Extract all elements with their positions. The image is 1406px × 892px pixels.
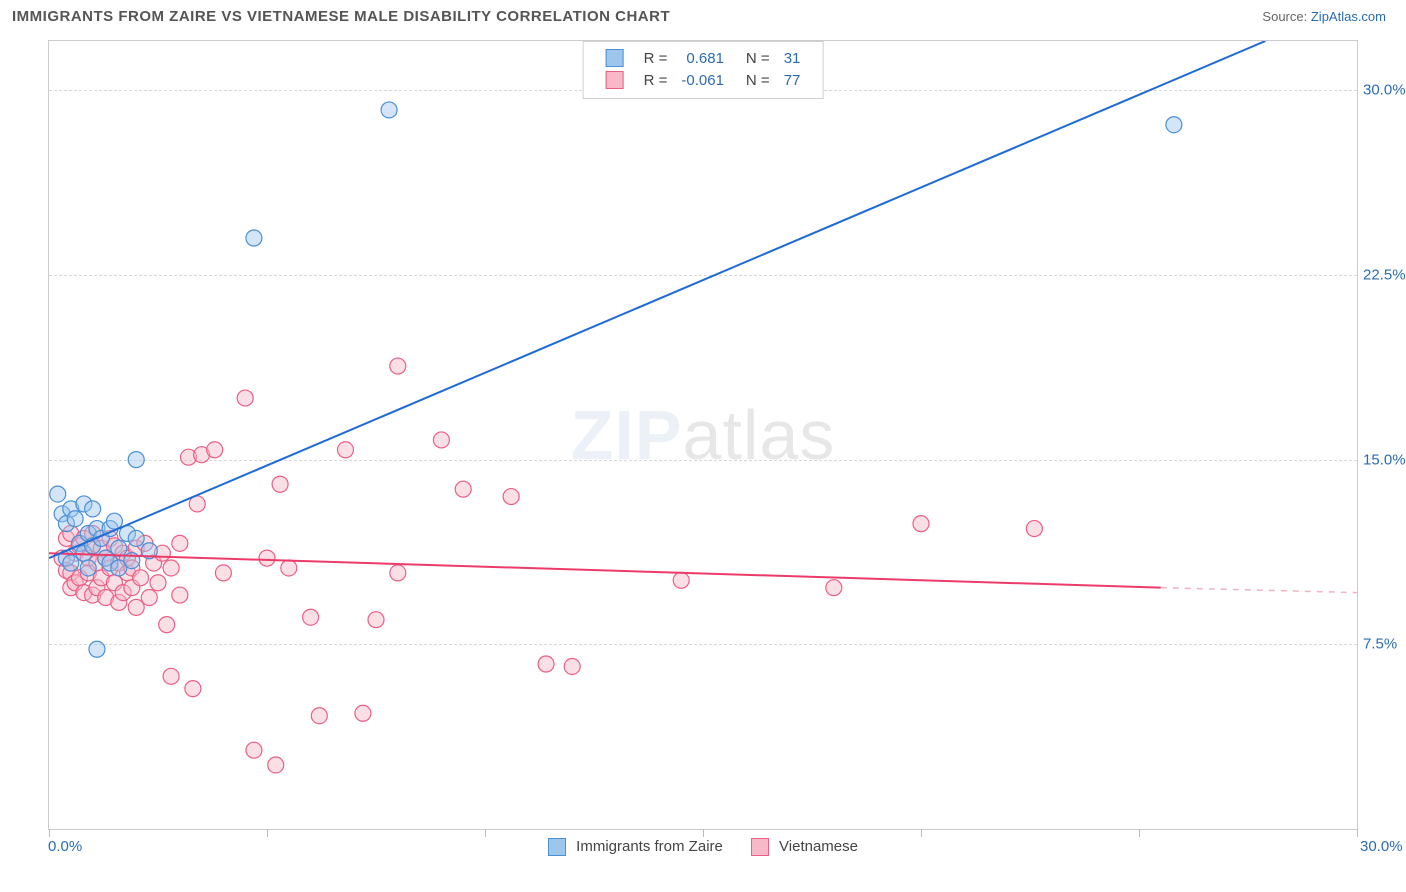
legend-n-value-1: 77 [778,70,807,90]
swatch-bottom-0-icon [548,838,566,856]
data-point [89,641,105,657]
trend-line [1161,588,1357,593]
data-point [128,530,144,546]
data-point [215,565,231,581]
data-point [390,358,406,374]
data-point [106,513,122,529]
data-point [538,656,554,672]
legend-label-1: Vietnamese [779,838,858,855]
data-point [163,668,179,684]
x-tick [485,829,486,837]
x-tick [703,829,704,837]
swatch-bottom-1-icon [751,838,769,856]
legend-item-1: Vietnamese [751,838,858,856]
data-point [80,560,96,576]
data-point [826,580,842,596]
data-point [128,599,144,615]
data-point [455,481,471,497]
legend-n-label: N = [732,70,776,90]
data-point [503,489,519,505]
x-axis: 0.0% Immigrants from Zaire Vietnamese 30… [48,838,1358,868]
data-point [272,476,288,492]
source-link[interactable]: ZipAtlas.com [1311,9,1386,24]
legend-r-label: R = [638,70,674,90]
data-point [67,511,83,527]
legend-n-label: N = [732,48,776,68]
y-tick-label: 7.5% [1363,636,1406,653]
data-point [355,705,371,721]
data-point [913,516,929,532]
legend-item-0: Immigrants from Zaire [548,838,723,856]
data-point [337,442,353,458]
swatch-series-0-icon [606,49,624,67]
source-attribution: Source: ZipAtlas.com [1262,9,1386,24]
data-point [85,501,101,517]
chart-title: IMMIGRANTS FROM ZAIRE VS VIETNAMESE MALE… [12,8,670,25]
data-point [268,757,284,773]
data-point [673,572,689,588]
source-label: Source: [1262,9,1307,24]
data-point [259,550,275,566]
data-point [172,587,188,603]
legend-r-label: R = [638,48,674,68]
data-point [172,535,188,551]
correlation-legend: R = 0.681 N = 31 R = -0.061 N = 77 [583,41,824,99]
data-point [50,486,66,502]
legend-row-series-1: R = -0.061 N = 77 [600,70,807,90]
data-point [159,617,175,633]
data-point [128,452,144,468]
data-point [207,442,223,458]
legend-row-series-0: R = 0.681 N = 31 [600,48,807,68]
x-axis-min-label: 0.0% [48,838,82,855]
data-point [150,575,166,591]
data-point [381,102,397,118]
data-point [1026,521,1042,537]
data-point [141,590,157,606]
data-point [237,390,253,406]
data-point [246,230,262,246]
x-tick [921,829,922,837]
data-point [111,540,127,556]
data-point [1166,117,1182,133]
legend-n-value-0: 31 [778,48,807,68]
data-point [303,609,319,625]
x-tick [49,829,50,837]
data-point [564,658,580,674]
x-tick [1357,829,1358,837]
y-tick-label: 22.5% [1363,266,1406,283]
data-point [246,742,262,758]
plot-svg [49,41,1357,829]
data-point [163,560,179,576]
data-point [185,681,201,697]
x-tick [1139,829,1140,837]
data-point [311,708,327,724]
data-point [368,612,384,628]
x-axis-max-label: 30.0% [1360,838,1406,855]
swatch-series-1-icon [606,71,624,89]
x-tick [267,829,268,837]
y-tick-label: 30.0% [1363,82,1406,99]
legend-r-value-0: 0.681 [675,48,730,68]
data-point [63,555,79,571]
series-legend: Immigrants from Zaire Vietnamese [548,838,858,856]
data-point [133,570,149,586]
legend-r-value-1: -0.061 [675,70,730,90]
data-point [390,565,406,581]
data-point [433,432,449,448]
y-tick-label: 15.0% [1363,451,1406,468]
scatter-plot: ZIPatlas R = 0.681 N = 31 R = -0.061 N =… [48,40,1358,830]
trend-line [49,41,1265,558]
legend-label-0: Immigrants from Zaire [576,838,723,855]
data-point [281,560,297,576]
